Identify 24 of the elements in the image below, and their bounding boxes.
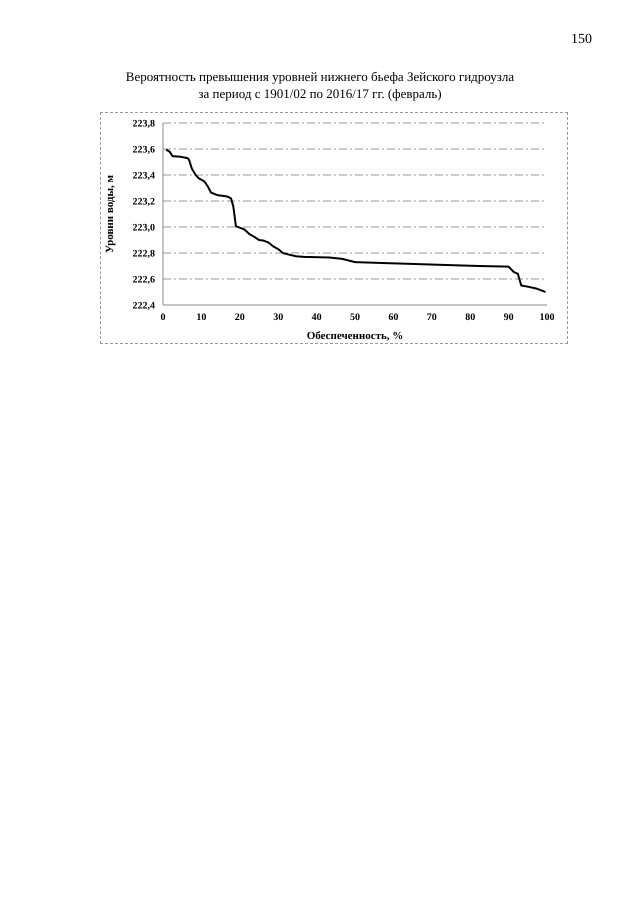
x-tick-label: 50 [350,312,360,324]
x-tick-label: 40 [312,312,322,324]
line-series [165,148,546,293]
x-axis-title: Обеспеченность, % [306,330,404,342]
y-tick-label: 223,6 [132,144,155,156]
chart-title: Вероятность превышения уровней нижнего бьефа Зейского гидроузла за период с 1901/02 по 2016/17 гг. (февраль) [124,68,516,102]
x-tick-label: 80 [465,312,476,324]
text: 150 [571,32,592,48]
x-tick-label: 0 [160,312,166,324]
y-axis-title: Уровни воды, м [104,174,116,254]
y-tick-label: 223,0 [132,222,155,234]
x-tick-label: 90 [504,312,514,324]
y-tick-label: 222,4 [132,300,155,312]
y-tick-label: 222,6 [132,274,155,286]
x-tick-label: 100 [540,312,554,324]
x-tick-label: 20 [234,312,245,324]
x-tick-label: 60 [388,312,398,324]
x-tick-label: 70 [426,312,437,324]
x-tick-label: 10 [196,312,206,324]
y-tick-label: 223,4 [132,170,155,182]
x-tick-label: 30 [273,312,284,324]
y-tick-label: 223,8 [132,118,155,130]
y-tick-label: 222,8 [132,248,155,260]
y-tick-label: 223,2 [132,196,155,208]
